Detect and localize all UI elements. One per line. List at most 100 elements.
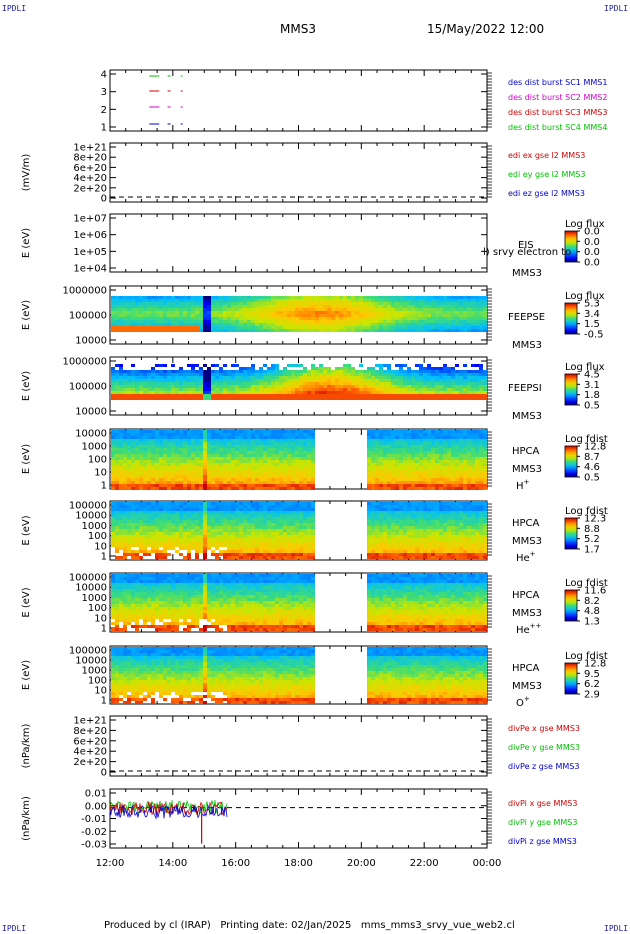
heatmap-cell [451,484,455,487]
heatmap-cell [143,376,147,379]
heatmap-cell [423,388,427,391]
heatmap-cell [263,460,267,463]
heatmap-cell [451,394,455,397]
heatmap-cell [455,478,459,481]
heatmap-cell [407,430,411,433]
heatmap-cell [479,445,483,448]
heatmap-cell [139,329,143,332]
heatmap-cell [167,308,171,311]
heatmap-cell [479,454,483,457]
heatmap-cell [239,463,243,466]
heatmap-cell [403,475,407,478]
heatmap-cell [219,472,223,475]
heatmap-cell [439,466,443,469]
heatmap-cell [411,466,415,469]
heatmap-cell [291,466,295,469]
heatmap-cell [303,460,307,463]
heatmap-cell [151,367,155,370]
heatmap-cell [427,376,431,379]
heatmap-cell [383,326,387,329]
heatmap-cell [139,556,143,559]
heatmap-cell [383,457,387,460]
heatmap-cell [131,541,135,544]
heatmap-cell [279,305,283,308]
heatmap-cell [235,445,239,448]
heatmap-cell [143,439,147,442]
heatmap-cell [415,451,419,454]
heatmap-cell [211,385,215,388]
heatmap-cell [251,326,255,329]
heatmap-cell [171,296,175,299]
heatmap-cell [379,388,383,391]
heatmap-cell [171,472,175,475]
heatmap-cell [203,436,207,439]
heatmap-cell [283,457,287,460]
heatmap-cell [135,451,139,454]
heatmap-cell [331,317,335,320]
heatmap-cell [319,364,323,367]
heatmap-cell [479,379,483,382]
heatmap-cell [383,442,387,445]
heatmap-cell [159,391,163,394]
heatmap-cell [295,370,299,373]
heatmap-cell [271,308,275,311]
heatmap-cell [299,475,303,478]
heatmap-cell [147,469,151,472]
heatmap-cell [483,391,487,394]
heatmap-cell [195,299,199,302]
heatmap-cell [235,478,239,481]
heatmap-cell [471,320,475,323]
heatmap-cell [311,382,315,385]
heatmap-cell [171,436,175,439]
heatmap-cell [127,475,131,478]
heatmap-cell [219,484,223,487]
heatmap-cell [451,475,455,478]
heatmap-cell [299,305,303,308]
heatmap-cell [375,296,379,299]
heatmap-cell [455,373,459,376]
heatmap-cell [111,460,115,463]
heatmap-cell [279,466,283,469]
heatmap-cell [223,529,227,532]
heatmap-cell [123,370,127,373]
heatmap-cell [439,385,443,388]
heatmap-cell [155,296,159,299]
heatmap-cell [303,323,307,326]
heatmap-cell [479,388,483,391]
heatmap-cell [131,382,135,385]
heatmap-cell [391,394,395,397]
heatmap-cell [387,382,391,385]
heatmap-cell [247,296,251,299]
heatmap-cell [227,553,231,556]
heatmap-cell [423,487,427,490]
heatmap-cell [259,448,263,451]
heatmap-cell [407,305,411,308]
heatmap-cell [471,469,475,472]
heatmap-cell [247,385,251,388]
heatmap-cell [239,302,243,305]
heatmap-cell [379,296,383,299]
heatmap-cell [287,382,291,385]
heatmap-cell [395,478,399,481]
heatmap-cell [147,544,151,547]
heatmap-cell [383,299,387,302]
heatmap-cell [115,481,119,484]
heatmap-cell [391,388,395,391]
heatmap-cell [311,466,315,469]
heatmap-cell [175,439,179,442]
y-tick-label: 10000 [75,429,107,440]
heatmap-cell [159,538,163,541]
heatmap-cell [155,302,159,305]
heatmap-cell [443,472,447,475]
heatmap-cell [455,302,459,305]
heatmap-cell [299,376,303,379]
heatmap-cell [363,394,367,397]
heatmap-cell [251,460,255,463]
heatmap-cell [127,538,131,541]
heatmap-cell [215,451,219,454]
heatmap-cell [411,397,415,400]
y-axis-label: E (eV) [21,515,32,545]
heatmap-cell [311,475,315,478]
heatmap-cell [447,397,451,400]
heatmap-cell [171,532,175,535]
